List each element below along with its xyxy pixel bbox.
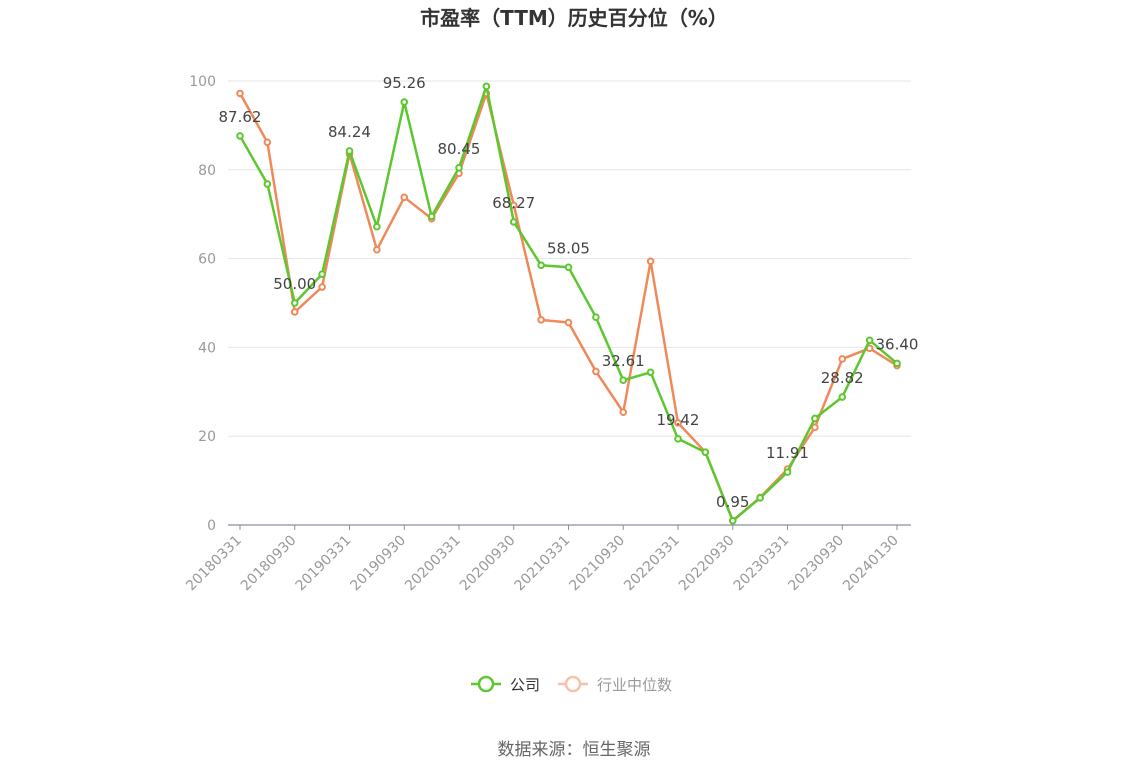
legend-marker [477,675,495,693]
x-tick-label: 20210930 [566,533,628,595]
data-point [701,448,710,456]
data-label: 58.05 [547,239,590,257]
data-label: 36.40 [876,335,919,353]
data-label: 50.00 [273,275,316,293]
data-point [455,164,463,172]
x-tick-label: 20220331 [621,533,683,595]
data-point [427,212,436,221]
x-tick-label: 20190331 [293,533,355,595]
x-tick-label: 20230331 [731,533,793,595]
x-tick-label: 20180930 [238,533,300,595]
y-tick-label: 60 [198,252,216,268]
y-tick-label: 40 [198,340,216,356]
legend-item[interactable]: 公司 [471,675,540,694]
y-tick-label: 80 [198,163,216,179]
data-label: 68.27 [492,194,535,212]
data-label: 87.62 [219,108,262,126]
series-layer [236,82,901,525]
x-tick-label: 20180331 [183,533,245,595]
source-note: 数据来源：恒生聚源 [498,740,651,760]
data-point [290,299,299,307]
data-point [893,359,901,368]
chart-title: 市盈率（TTM）历史百分位（%） [420,6,728,30]
data-label: 95.26 [383,74,426,92]
data-label: 19.42 [657,411,700,429]
data-point [564,318,573,327]
data-point [811,423,819,432]
data-point [592,313,600,322]
data-point [263,138,272,147]
data-label-layer: 87.62 50.00 84.24 95.26 80.45 68.27 58.05 32.61… [219,74,919,511]
legend[interactable]: 公司 行业中位数 [471,675,672,694]
data-point [537,261,545,270]
data-label: 84.24 [328,123,371,141]
data-point [592,367,600,376]
data-point [619,376,628,385]
x-tick-label: 20220930 [676,533,738,595]
axis-layer: 0 20 40 60 80 100 2018033120180930201903312019… [183,74,911,594]
x-tick-label: 20190930 [347,533,409,595]
data-label: 28.82 [821,369,864,387]
data-point [400,193,409,202]
data-point [783,468,792,476]
data-point [318,270,326,278]
data-point [756,494,764,502]
data-point [537,316,545,324]
data-point [728,516,737,525]
data-point [263,180,272,188]
x-tick-label: 20200331 [402,533,464,595]
y-tick-label: 0 [207,518,216,534]
data-point [838,393,847,401]
x-tick-label: 20210331 [512,533,574,595]
x-tick-label: 20230930 [785,533,847,595]
data-label: 80.45 [438,140,481,158]
data-point [236,89,244,98]
legend-marker [564,675,582,693]
data-point [811,414,819,423]
x-tick-label: 20200930 [457,533,519,595]
data-point [373,222,381,231]
legend-item[interactable]: 行业中位数 [558,675,672,694]
data-point [564,263,573,272]
data-point [838,355,847,363]
grid-layer [228,80,911,437]
data-point [373,245,381,254]
data-point [865,336,874,345]
y-tick-label: 20 [198,429,216,445]
legend-label: 行业中位数 [597,676,672,694]
data-point [646,257,655,266]
data-point [318,283,326,291]
data-point [646,368,655,377]
data-point [619,408,628,417]
y-tick-label: 100 [189,74,216,90]
data-label: 32.61 [602,352,645,370]
data-label: 0.95 [716,493,749,511]
data-point [674,434,682,443]
data-point [345,147,354,155]
data-point [509,218,518,226]
data-point [290,308,299,316]
data-point [482,82,491,91]
data-point [674,419,682,427]
data-point [236,132,244,140]
data-point [400,98,409,106]
x-tick-label: 20240130 [840,533,902,595]
data-label: 11.91 [766,444,809,462]
legend-label: 公司 [510,676,540,694]
